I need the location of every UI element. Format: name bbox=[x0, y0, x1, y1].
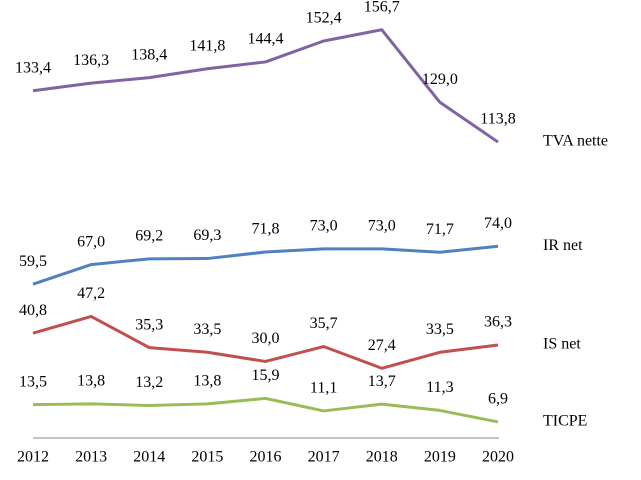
x-tick-label: 2012 bbox=[17, 449, 49, 466]
data-label: 35,3 bbox=[135, 316, 163, 333]
series-label: IS net bbox=[543, 336, 581, 353]
data-label: 71,7 bbox=[426, 221, 454, 238]
series-line bbox=[32, 396, 499, 424]
data-label: 69,2 bbox=[135, 227, 163, 244]
data-label: 113,8 bbox=[480, 111, 515, 128]
data-label: 36,3 bbox=[484, 314, 512, 331]
series-line bbox=[32, 28, 499, 144]
data-label: 33,5 bbox=[193, 321, 221, 338]
data-label: 27,4 bbox=[368, 337, 396, 354]
x-tick-label: 2020 bbox=[482, 449, 514, 466]
data-label: 40,8 bbox=[19, 302, 47, 319]
data-label: 59,5 bbox=[19, 253, 47, 270]
data-label: 13,8 bbox=[77, 373, 105, 390]
data-label: 69,3 bbox=[193, 227, 221, 244]
data-label: 35,7 bbox=[310, 315, 338, 332]
data-label: 129,0 bbox=[422, 71, 458, 88]
series-label: TICPE bbox=[543, 413, 587, 430]
data-label: 138,4 bbox=[131, 46, 167, 63]
data-label: 152,4 bbox=[306, 10, 342, 27]
x-tick-label: 2017 bbox=[308, 449, 340, 466]
data-label: 13,5 bbox=[19, 373, 47, 390]
data-label: 13,7 bbox=[368, 373, 396, 390]
data-label: 11,1 bbox=[310, 380, 337, 397]
data-label: 11,3 bbox=[426, 379, 453, 396]
data-label: 33,5 bbox=[426, 321, 454, 338]
data-label: 13,8 bbox=[193, 373, 221, 390]
data-label: 136,3 bbox=[73, 52, 109, 69]
x-tick-label: 2013 bbox=[75, 449, 107, 466]
data-label: 74,0 bbox=[484, 215, 512, 232]
data-label: 30,0 bbox=[252, 330, 280, 347]
series-line bbox=[32, 314, 499, 370]
x-tick-label: 2016 bbox=[250, 449, 282, 466]
data-label: 144,4 bbox=[248, 31, 284, 48]
data-label: 67,0 bbox=[77, 233, 105, 250]
series-label: TVA nette bbox=[543, 133, 608, 150]
data-label: 73,0 bbox=[368, 218, 396, 235]
data-label: 15,9 bbox=[252, 367, 280, 384]
x-tick-label: 2019 bbox=[424, 449, 456, 466]
series-line bbox=[32, 244, 499, 286]
data-label: 47,2 bbox=[77, 285, 105, 302]
data-label: 141,8 bbox=[189, 37, 225, 54]
data-label: 73,0 bbox=[310, 218, 338, 235]
x-tick-label: 2014 bbox=[133, 449, 165, 466]
data-label: 6,9 bbox=[488, 391, 508, 408]
data-label: 71,8 bbox=[252, 221, 280, 238]
x-tick-label: 2015 bbox=[191, 449, 223, 466]
data-label: 13,2 bbox=[135, 374, 163, 391]
series-label: IR net bbox=[543, 237, 583, 254]
x-tick-label: 2018 bbox=[366, 449, 398, 466]
data-label: 133,4 bbox=[15, 59, 51, 76]
data-label: 156,7 bbox=[364, 0, 400, 15]
